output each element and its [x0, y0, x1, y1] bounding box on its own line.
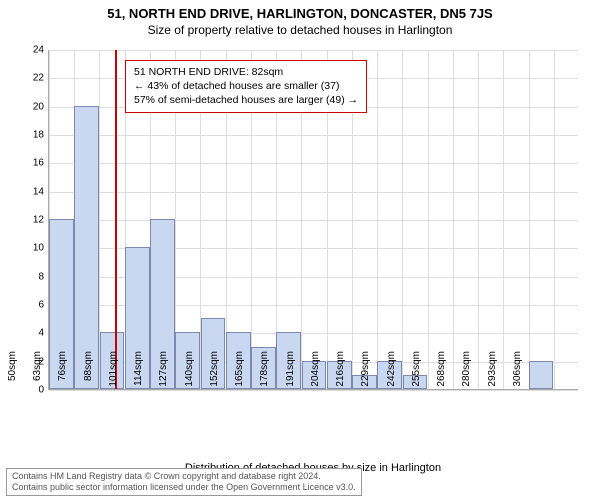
- chart-title: 51, NORTH END DRIVE, HARLINGTON, DONCAST…: [0, 0, 600, 21]
- y-tick-label: 24: [14, 45, 44, 56]
- annotation-box: 51 NORTH END DRIVE: 82sqm ← 43% of detac…: [125, 60, 367, 113]
- x-tick-label: 242sqm: [386, 347, 397, 392]
- chart-area: 51 NORTH END DRIVE: 82sqm ← 43% of detac…: [48, 50, 578, 425]
- x-tick-label: 101sqm: [108, 347, 119, 392]
- gridline-v: [554, 50, 555, 389]
- x-tick-label: 306sqm: [512, 347, 523, 392]
- y-tick-label: 4: [14, 328, 44, 339]
- y-tick-label: 8: [14, 271, 44, 282]
- footer-attribution: Contains HM Land Registry data © Crown c…: [6, 468, 362, 497]
- x-tick-label: 191sqm: [285, 347, 296, 392]
- annotation-line-1: 51 NORTH END DRIVE: 82sqm: [134, 65, 358, 79]
- gridline-v: [453, 50, 454, 389]
- x-tick-label: 76sqm: [57, 347, 68, 392]
- y-tick-label: 14: [14, 186, 44, 197]
- y-tick-label: 12: [14, 215, 44, 226]
- gridline-h: [49, 192, 578, 193]
- x-tick-label: 204sqm: [310, 347, 321, 392]
- x-tick-label: 63sqm: [32, 347, 43, 392]
- x-tick-label: 140sqm: [184, 347, 195, 392]
- gridline-h: [49, 163, 578, 164]
- histogram-bar: [529, 361, 554, 389]
- x-tick-label: 229sqm: [360, 347, 371, 392]
- x-tick-label: 152sqm: [209, 347, 220, 392]
- y-tick-label: 6: [14, 300, 44, 311]
- reference-line: [115, 50, 117, 389]
- x-tick-label: 165sqm: [234, 347, 245, 392]
- gridline-v: [402, 50, 403, 389]
- footer-line-2: Contains public sector information licen…: [12, 482, 356, 493]
- gridline-v: [428, 50, 429, 389]
- x-tick-label: 280sqm: [461, 347, 472, 392]
- y-tick-label: 22: [14, 73, 44, 84]
- gridline-h: [49, 220, 578, 221]
- gridline-v: [478, 50, 479, 389]
- chart-subtitle: Size of property relative to detached ho…: [0, 21, 600, 37]
- x-tick-label: 216sqm: [335, 347, 346, 392]
- y-tick-label: 20: [14, 101, 44, 112]
- x-tick-label: 50sqm: [7, 347, 18, 392]
- x-tick-label: 293sqm: [487, 347, 498, 392]
- gridline-v: [503, 50, 504, 389]
- x-tick-label: 268sqm: [436, 347, 447, 392]
- gridline-h: [49, 50, 578, 51]
- gridline-v: [377, 50, 378, 389]
- gridline-v: [529, 50, 530, 389]
- x-tick-label: 88sqm: [83, 347, 94, 392]
- x-tick-label: 114sqm: [133, 347, 144, 392]
- annotation-line-2: ← 43% of detached houses are smaller (37…: [134, 79, 358, 93]
- x-tick-label: 178sqm: [259, 347, 270, 392]
- footer-line-1: Contains HM Land Registry data © Crown c…: [12, 471, 356, 482]
- plot-area: 51 NORTH END DRIVE: 82sqm ← 43% of detac…: [48, 50, 578, 390]
- y-tick-label: 10: [14, 243, 44, 254]
- y-tick-label: 16: [14, 158, 44, 169]
- y-tick-label: 18: [14, 130, 44, 141]
- gridline-h: [49, 135, 578, 136]
- x-tick-label: 255sqm: [411, 347, 422, 392]
- x-tick-label: 127sqm: [158, 347, 169, 392]
- annotation-line-3: 57% of semi-detached houses are larger (…: [134, 93, 358, 107]
